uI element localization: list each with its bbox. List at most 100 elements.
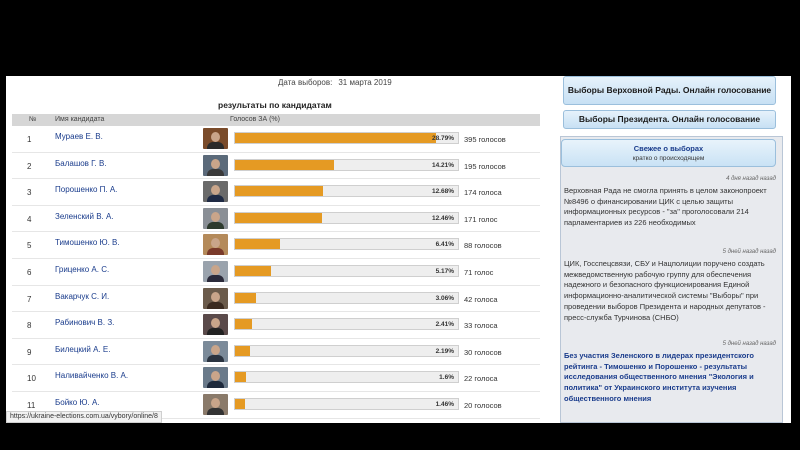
vote-share-bar: 3.06% — [234, 291, 459, 304]
vote-percent: 28.79% — [431, 135, 454, 142]
candidate-name-link[interactable]: Рабинович В. З. — [55, 318, 115, 328]
vote-share-bar: 5.17% — [234, 264, 459, 277]
candidate-photo — [203, 128, 228, 149]
table-row: 3 Порошенко П. А. 12.68% 174 голоса — [12, 179, 540, 206]
column-header-votes: Голосов ЗА (%) — [230, 116, 280, 123]
news-time: 5 дней назад назад — [722, 341, 776, 347]
vote-percent: 12.68% — [431, 188, 454, 196]
row-number: 11 — [27, 400, 36, 410]
vote-count: 395 голосов — [464, 135, 506, 144]
row-number: 8 — [27, 321, 32, 331]
results-panel: Дата выборов: 31 марта 2019 результаты по… — [6, 76, 548, 423]
status-bar-url: https://ukraine-elections.com.ua/vybory/… — [6, 411, 162, 423]
news-item: 5 дней назад назад ЦИК, Госспецсвязи, СБ… — [564, 248, 776, 324]
table-row: 7 Вакарчук С. И. 3.06% 42 голоса — [12, 286, 540, 313]
table-row: 1 Мураев Е. В. 28.79% 395 голосов — [12, 126, 540, 153]
news-link-text[interactable]: Без участия Зеленского в лидерах президе… — [564, 350, 754, 404]
vote-share-bar: 1.6% — [234, 371, 459, 384]
news-time: 4 дня назад назад — [726, 176, 776, 182]
vote-share-fill — [235, 292, 257, 303]
election-date-value: 31 марта 2019 — [338, 78, 392, 87]
vote-share-bar: 12.68% — [234, 185, 459, 198]
candidate-photo — [203, 393, 228, 415]
news-header: Свежее о выборах кратко о происходящем — [561, 139, 776, 167]
sidebar: Выборы Верховной Рады. Онлайн голосовани… — [556, 76, 791, 423]
news-item-link[interactable]: 5 дней назад назад Без участия Зеленског… — [564, 340, 776, 405]
row-number: 4 — [27, 214, 32, 224]
table-row: 2 Балашов Г. В. 14.21% 195 голосов — [12, 153, 540, 180]
vote-count: 20 голосов — [464, 400, 502, 410]
candidate-photo — [203, 181, 228, 203]
row-number: 2 — [27, 161, 32, 171]
vote-count: 71 голос — [464, 267, 494, 277]
candidate-name-link[interactable]: Вакарчук С. И. — [55, 291, 110, 301]
table-header: № Имя кандидата Голосов ЗА (%) — [12, 114, 540, 126]
candidate-name-link[interactable]: Зеленский В. А. — [55, 211, 114, 221]
vote-share-fill — [235, 159, 335, 170]
candidate-name-link[interactable]: Балашов Г. В. — [55, 158, 107, 168]
candidate-photo — [203, 234, 228, 256]
vote-share-fill — [235, 372, 247, 383]
candidate-photo — [203, 367, 228, 389]
vote-share-bar: 2.41% — [234, 318, 459, 331]
vote-share-bar: 1.46% — [234, 397, 459, 410]
rada-online-voting-button[interactable]: Выборы Верховной Рады. Онлайн голосовани… — [563, 76, 776, 105]
vote-count: 33 голоса — [464, 321, 498, 331]
vote-count: 42 голоса — [464, 294, 498, 304]
news-text: Верховная Рада не смогла принять в целом… — [564, 185, 767, 228]
vote-share-bar: 28.79% — [234, 132, 459, 144]
news-item: 4 дня назад назад Верховная Рада не смог… — [564, 175, 776, 229]
news-time: 5 дней назад назад — [722, 249, 776, 255]
candidate-photo — [203, 207, 228, 229]
row-number: 9 — [27, 347, 32, 357]
vote-percent: 2.41% — [435, 321, 454, 329]
vote-share-fill — [235, 398, 246, 409]
vote-percent: 14.21% — [431, 161, 454, 169]
candidate-photo — [203, 154, 228, 176]
vote-share-fill — [235, 319, 252, 330]
column-header-candidate: Имя кандидата — [55, 116, 105, 123]
row-number: 3 — [27, 188, 32, 198]
table-row: 10 Наливайченко В. А. 1.6% 22 голоса — [12, 365, 540, 392]
candidate-photo — [203, 287, 228, 309]
news-title: Свежее о выборах — [633, 144, 704, 153]
vote-count: 171 голос — [464, 214, 498, 224]
vote-share-fill — [235, 345, 251, 356]
candidate-name-link[interactable]: Порошенко П. А. — [55, 185, 118, 195]
vote-percent: 12.46% — [431, 214, 454, 222]
vote-count: 22 голоса — [464, 374, 498, 384]
table-row: 8 Рабинович В. З. 2.41% 33 голоса — [12, 312, 540, 339]
table-row: 11 Бойко Ю. А. 1.46% 20 голосов — [12, 392, 540, 419]
candidate-name-link[interactable]: Бойко Ю. А. — [55, 397, 100, 407]
election-date-label: Дата выборов: — [278, 78, 333, 87]
election-date: Дата выборов: 31 марта 2019 — [278, 78, 392, 87]
vote-count: 30 голосов — [464, 347, 502, 357]
vote-share-fill — [235, 265, 272, 276]
news-text: ЦИК, Госспецсвязи, СБУ и Нацполиции пору… — [564, 258, 766, 323]
president-online-voting-button[interactable]: Выборы Президента. Онлайн голосование — [563, 110, 776, 129]
news-subtitle: кратко о происходящем — [632, 155, 705, 162]
vote-share-fill — [235, 186, 324, 197]
candidate-name-link[interactable]: Мураев Е. В. — [55, 132, 103, 141]
vote-share-bar: 12.46% — [234, 211, 459, 224]
row-number: 10 — [27, 374, 36, 384]
row-number: 1 — [27, 135, 32, 144]
news-panel: Свежее о выборах кратко о происходящем 4… — [560, 136, 783, 423]
vote-percent: 1.46% — [435, 400, 454, 408]
row-number: 6 — [27, 267, 32, 277]
vote-share-fill — [235, 239, 280, 250]
candidate-photo — [203, 260, 228, 282]
vote-percent: 1.6% — [439, 374, 454, 382]
vote-share-fill — [235, 212, 322, 223]
candidate-name-link[interactable]: Гриценко А. С. — [55, 264, 110, 274]
candidate-name-link[interactable]: Билецкий А. Е. — [55, 344, 111, 354]
candidate-name-link[interactable]: Тимошенко Ю. В. — [55, 238, 120, 248]
table-row: 6 Гриценко А. С. 5.17% 71 голос — [12, 259, 540, 286]
candidate-photo — [203, 340, 228, 362]
table-row: 5 Тимошенко Ю. В. 6.41% 88 голосов — [12, 232, 540, 259]
vote-count: 88 голосов — [464, 241, 502, 251]
candidate-name-link[interactable]: Наливайченко В. А. — [55, 371, 129, 381]
candidate-photo — [203, 314, 228, 336]
vote-share-bar: 6.41% — [234, 238, 459, 251]
vote-share-bar: 14.21% — [234, 158, 459, 171]
